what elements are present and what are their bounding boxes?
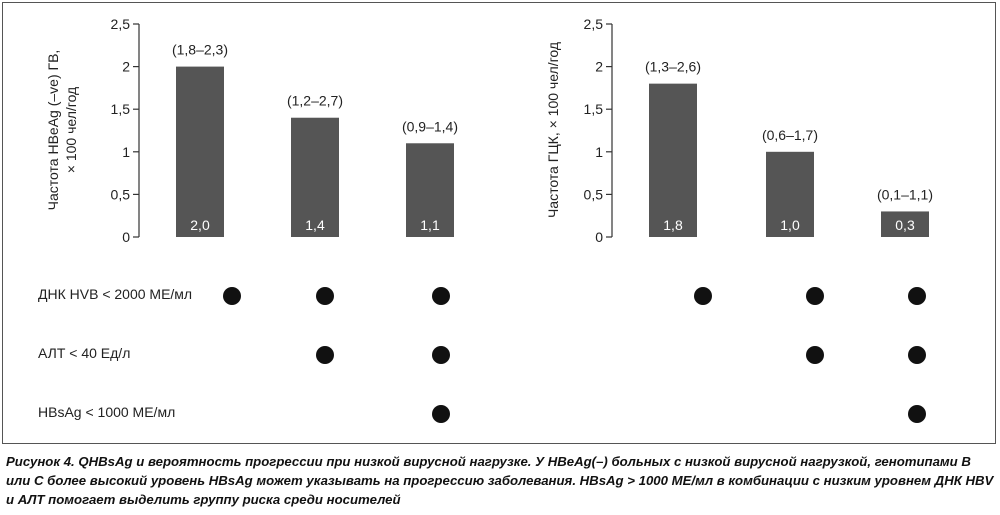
criteria-dot (694, 287, 712, 305)
y-tick-label: 2,5 (111, 16, 131, 32)
y-axis-label-1: Частота HBeAg (–ve) ГВ, × 100 чел/год (45, 50, 79, 211)
bar (649, 83, 697, 237)
criteria-dot (908, 346, 926, 364)
confidence-interval-label: (1,8–2,3) (172, 42, 228, 58)
y-tick-label: 1,5 (584, 101, 604, 117)
y-tick-label: 2 (122, 59, 130, 75)
bar-value-label: 1,1 (420, 217, 440, 233)
y-tick-label: 1 (122, 144, 130, 160)
y-tick-label: 0 (595, 229, 603, 245)
bar-value-label: 0,3 (895, 217, 915, 233)
y-tick-label: 1 (595, 144, 603, 160)
y-tick-label: 2 (595, 59, 603, 75)
criteria-dot (316, 346, 334, 364)
bar (291, 117, 339, 237)
criteria-dot (908, 405, 926, 423)
figure-frame (2, 2, 996, 444)
y-tick-label: 0,5 (584, 186, 604, 202)
y-tick-label: 0 (122, 229, 130, 245)
criteria-dot (806, 287, 824, 305)
y-tick-label: 1,5 (111, 101, 131, 117)
criteria-dot (223, 287, 241, 305)
bar (881, 211, 929, 237)
bar-value-label: 1,4 (305, 217, 325, 233)
criteria-dot (806, 346, 824, 364)
confidence-interval-label: (1,2–2,7) (287, 93, 343, 109)
confidence-interval-label: (0,6–1,7) (762, 127, 818, 143)
y-tick-label: 2,5 (584, 16, 604, 32)
criteria-label-hbsag: HBsAg < 1000 МЕ/мл (38, 404, 176, 420)
bar (766, 151, 814, 237)
charts: 0 0,5 1 1,5 2 2,5 Частота HBeAg (–ve) ГВ, × 100… (45, 16, 933, 245)
bar (406, 143, 454, 237)
criteria-label-alt: АЛТ < 40 Ед/л (38, 345, 131, 361)
bar-value-label: 1,8 (663, 217, 683, 233)
criteria-dot (432, 405, 450, 423)
criteria-label-dna: ДНК HVB < 2000 МЕ/мл (38, 286, 193, 302)
y-axis-label-2: Частота ГЦК, × 100 чел/год (545, 42, 561, 218)
bar (176, 66, 224, 237)
criteria-dot (432, 346, 450, 364)
bar-value-label: 2,0 (190, 217, 210, 233)
figure-caption: Рисунок 4. QHBsAg и вероятность прогресс… (6, 454, 994, 507)
criteria-dot (432, 287, 450, 305)
bar-value-label: 1,0 (780, 217, 800, 233)
confidence-interval-label: (0,9–1,4) (402, 118, 458, 134)
confidence-interval-label: (0,1–1,1) (877, 186, 933, 202)
confidence-interval-label: (1,3–2,6) (645, 59, 701, 75)
criteria-dot (316, 287, 334, 305)
y-tick-label: 0,5 (111, 186, 131, 202)
criteria-dot (908, 287, 926, 305)
